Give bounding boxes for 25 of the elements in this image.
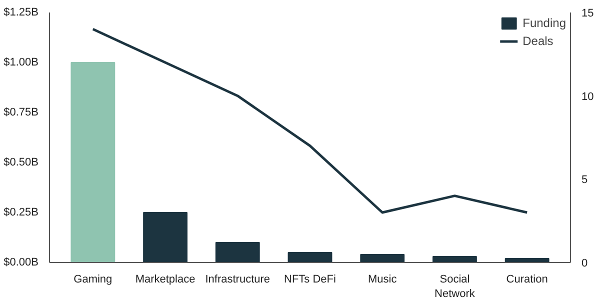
y-tick-label: $0.00B: [4, 256, 39, 268]
bar: [360, 254, 405, 262]
x-tick-label: Marketplace: [135, 274, 196, 286]
bar: [215, 242, 260, 262]
y2-tick-label: 10: [582, 90, 594, 103]
y2-tick-label: 15: [582, 8, 594, 20]
bar: [432, 256, 477, 262]
bar: [288, 252, 332, 262]
y-tick-label: $0.75B: [4, 106, 39, 118]
x-tick-label: NFTs DeFi: [284, 274, 336, 286]
x-tick-label: Curation: [506, 274, 548, 286]
x-tick-label: Infrastructure: [205, 274, 270, 286]
y-tick-label: $1.25B: [4, 6, 39, 18]
x-tick-label: Music: [368, 274, 398, 286]
y2-tick-label: 5: [582, 174, 588, 186]
y2-tick-label: 0: [582, 258, 588, 270]
x-tick-label: Social Network: [434, 274, 476, 300]
legend-label: Funding: [522, 16, 566, 30]
y-tick-label: $1.00B: [4, 56, 39, 68]
legend-label: Deals: [522, 34, 554, 48]
bar: [143, 212, 188, 262]
x-tick-label: Gaming: [74, 274, 112, 286]
y-tick-label: $0.50B: [4, 156, 39, 168]
y-tick-label: $0.25B: [4, 206, 39, 218]
bar: [70, 62, 116, 262]
